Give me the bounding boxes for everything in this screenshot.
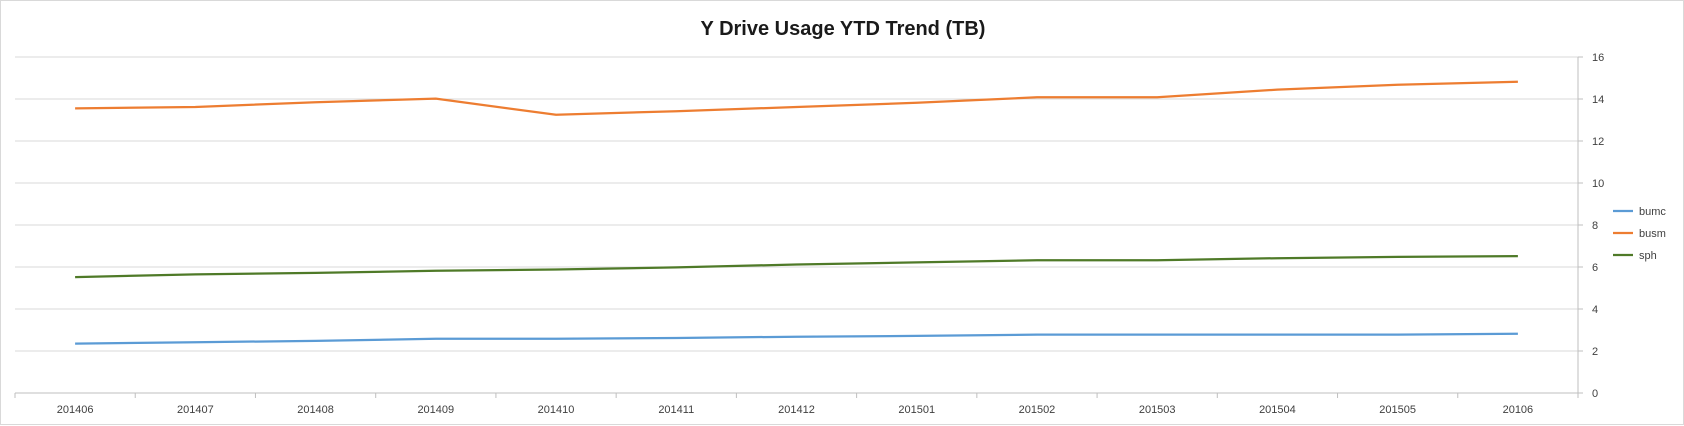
x-tick-label: 201502 [1019,404,1056,416]
y-tick-label: 0 [1592,388,1598,400]
x-tick-label: 201407 [177,404,214,416]
axes: 0 2 4 6 8 10 12 14 16 201406 201407 201408 201409 201… [14,52,1604,416]
x-tick-label: 201406 [57,404,94,416]
series-line-sph [75,254,1518,279]
y-tick-label: 8 [1592,220,1598,232]
y-tick-label: 2 [1592,346,1598,358]
legend-label-bumc: bumc [1639,206,1666,218]
legend-label-busm: busm [1639,228,1666,240]
x-tick-label: 201501 [898,404,935,416]
x-tick-label: 201410 [538,404,575,416]
x-tick-label: 201503 [1139,404,1176,416]
y-tick-label: 16 [1592,52,1604,64]
y-tick-label: 4 [1592,304,1598,316]
gridlines [15,56,1578,352]
x-tick-label: 201408 [297,404,334,416]
legend: bumc busm sph [1613,206,1666,262]
series-line-busm [75,80,1518,116]
series-lines [75,80,1518,345]
legend-label-sph: sph [1639,250,1657,262]
y-tick-label: 14 [1592,94,1604,106]
chart-title: Y Drive Usage YTD Trend (TB) [701,18,986,40]
x-tick-label: 201505 [1379,404,1416,416]
series-line-bumc [75,332,1518,345]
x-tick-label: 201504 [1259,404,1296,416]
x-tick-label: 201411 [658,404,694,416]
x-tick-label: 201409 [417,404,454,416]
y-tick-label: 12 [1592,136,1604,148]
y-tick-label: 6 [1592,262,1598,274]
x-tick-label: 201412 [778,404,815,416]
x-tick-label: 20106 [1503,404,1534,416]
y-tick-label: 10 [1592,178,1604,190]
